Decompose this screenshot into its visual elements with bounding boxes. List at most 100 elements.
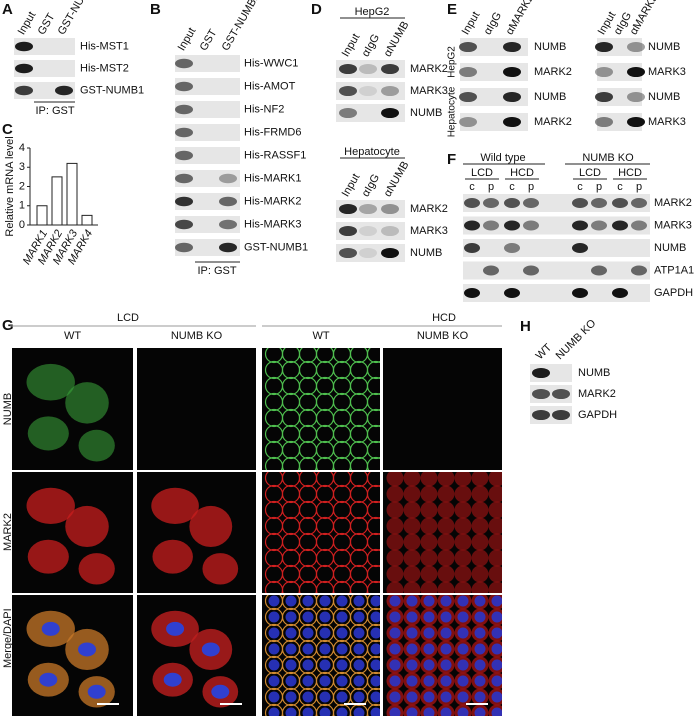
nucleus [491,611,502,623]
nucleus [474,611,486,623]
nucleus [491,675,502,687]
nucleus [336,691,348,703]
blot-band [627,66,645,78]
blot-strip [175,78,240,95]
nucleus [285,611,297,623]
ip-label: IP: GST [197,265,236,277]
nucleus [389,691,401,703]
nucleus [406,643,418,655]
row-label: His-MST1 [80,40,129,52]
nucleus [336,595,348,607]
blot-band [627,91,645,103]
nucleus [491,691,502,703]
nucleus [319,611,331,623]
cell [437,581,455,593]
nucleus [457,595,469,607]
nucleus [78,642,97,657]
nucleus [353,627,365,639]
nucleus [211,684,230,699]
cell [403,472,421,487]
cell [386,581,404,593]
cell [454,472,472,487]
micrograph-cells [26,610,115,708]
cell [488,549,502,567]
nucleus [423,643,435,655]
cell [386,472,404,487]
ip-label: IP: GST [35,105,74,117]
fraction-label: p [596,181,602,193]
cell [420,533,438,551]
nucleus [336,675,348,687]
row-label: His-MARK2 [244,195,301,207]
blot-band [595,116,613,128]
blot-band [631,265,647,276]
cell [437,517,455,535]
nucleus [457,707,469,716]
nucleus [440,643,452,655]
row-label: NUMB [648,91,680,103]
cell [366,424,380,444]
row-label: MARK3 [648,66,686,78]
nucleus [268,595,280,607]
nucleus [353,659,365,671]
nucleus [353,691,365,703]
nucleus [406,611,418,623]
row-label: ATP1A1 [654,264,694,276]
blot-band [504,288,520,298]
blot-band [219,173,237,184]
nucleus [285,643,297,655]
blot-band [504,198,520,208]
blot-band [219,242,237,253]
nucleus [370,659,380,671]
nucleus [166,621,185,636]
blot-band [523,220,539,231]
nucleus [336,611,348,623]
cell [471,472,489,487]
blot-band [459,91,477,103]
nucleus [302,611,314,623]
cell [366,376,380,396]
cell [488,565,502,583]
fraction-label: c [577,181,583,193]
cell [454,549,472,567]
y-tick-label: 4 [19,142,25,154]
genotype-label: NUMB KO [582,152,634,164]
cell [403,533,421,551]
nucleus [406,691,418,703]
nucleus [87,684,106,699]
cell [366,580,380,593]
nucleus [163,672,182,687]
cell [420,517,438,535]
cell [471,581,489,593]
fraction-label: p [488,181,494,193]
nucleus [285,595,297,607]
blot-band [339,225,357,237]
blot-band [175,173,193,184]
cell [366,516,380,536]
row-label: MARK2 [654,197,692,209]
blot-band [483,265,499,276]
row-label: NUMB [410,107,442,119]
blot-band [523,265,539,276]
row-label: His-RASSF1 [244,149,306,161]
cell [420,549,438,567]
nucleus [353,675,365,687]
row-label: His-FRMD6 [244,126,301,138]
cell [420,501,438,519]
nucleus [370,595,380,607]
nucleus [285,707,297,716]
cell [65,505,109,548]
blot-band [612,288,628,298]
genotype-label: NUMB KO [171,330,223,342]
blot-band [504,243,520,253]
row-label: His-MARK1 [244,172,301,184]
cell [454,517,472,535]
nucleus [41,621,60,636]
cell [437,565,455,583]
nucleus [423,707,435,716]
cell [403,485,421,503]
group-title: HepG2 [355,6,390,18]
micrograph-cells [26,363,115,462]
row-label: MARK2 [534,116,572,128]
micrograph-cells [151,610,239,708]
